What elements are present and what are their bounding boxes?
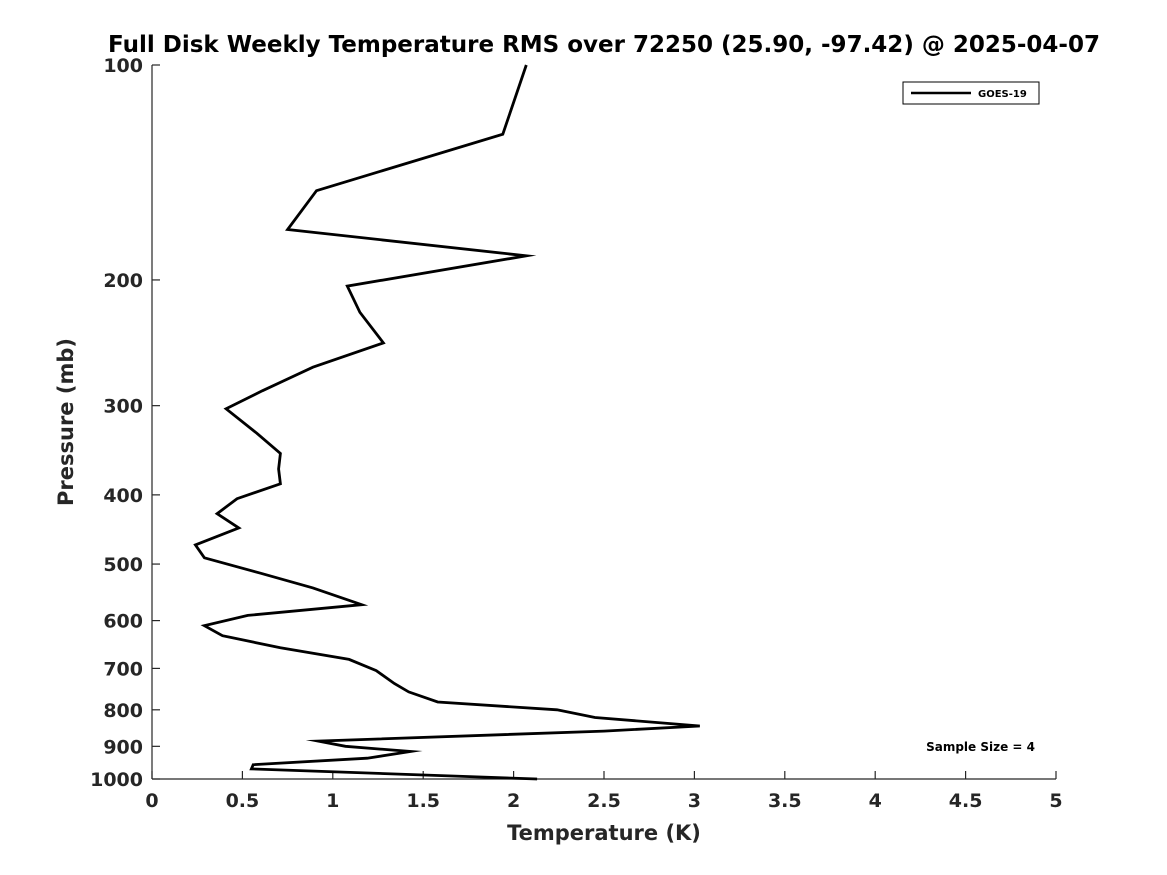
x-tick-label: 1.5 xyxy=(406,790,440,812)
x-axis-label: Temperature (K) xyxy=(507,821,701,845)
y-tick-label: 1000 xyxy=(90,769,143,791)
x-tick-label: 4 xyxy=(869,790,882,812)
y-tick-label: 300 xyxy=(103,396,143,418)
y-axis-label: Pressure (mb) xyxy=(54,338,78,506)
series-layer xyxy=(193,64,700,781)
x-tick-label: 3.5 xyxy=(768,790,802,812)
legend: GOES-19 xyxy=(902,81,1040,105)
x-tick-label: 2.5 xyxy=(587,790,621,812)
y-tick-label: 400 xyxy=(103,485,143,507)
sample-size-annotation: Sample Size = 4 xyxy=(926,740,1035,754)
x-tick-label: 3 xyxy=(688,790,701,812)
y-axis-ticks: 100 200 300 400 500 600 700 800 900 1000 xyxy=(90,55,160,791)
chart-title: Full Disk Weekly Temperature RMS over 72… xyxy=(108,32,1100,58)
x-axis-ticks: 0 0.5 1 1.5 2 2.5 3 3.5 4 4.5 5 xyxy=(145,771,1063,812)
x-tick-label: 0 xyxy=(145,790,158,812)
y-tick-label: 900 xyxy=(103,736,143,758)
y-tick-label: 700 xyxy=(103,658,143,680)
x-tick-label: 4.5 xyxy=(949,790,983,812)
x-tick-label: 5 xyxy=(1049,790,1062,812)
series-line-goes-19 xyxy=(193,64,700,781)
x-tick-label: 1 xyxy=(326,790,339,812)
y-tick-label: 500 xyxy=(103,554,143,576)
y-tick-label: 600 xyxy=(103,611,143,633)
y-tick-label: 800 xyxy=(103,700,143,722)
y-tick-label: 200 xyxy=(103,270,143,292)
legend-entry: GOES-19 xyxy=(978,89,1027,100)
plot-area xyxy=(152,65,1056,779)
x-tick-label: 2 xyxy=(507,790,520,812)
x-tick-label: 0.5 xyxy=(226,790,260,812)
y-tick-label: 100 xyxy=(103,55,143,77)
